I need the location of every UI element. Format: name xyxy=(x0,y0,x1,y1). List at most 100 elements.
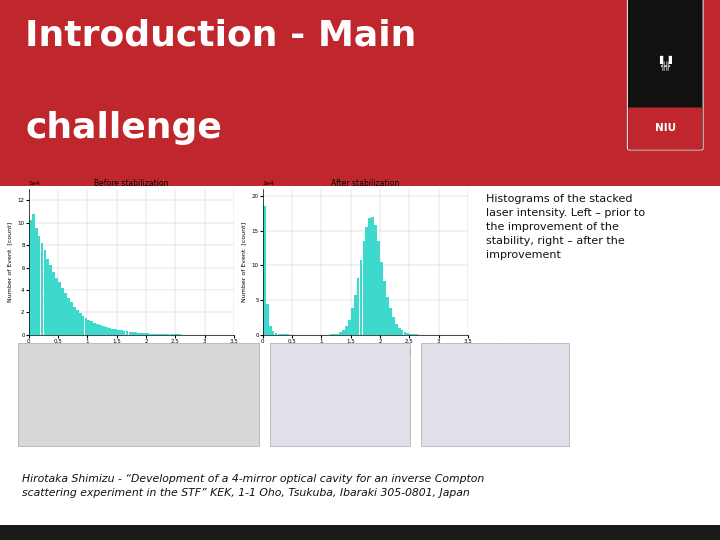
Bar xyxy=(84,318,87,335)
Bar xyxy=(152,334,155,335)
Bar xyxy=(269,327,271,335)
Bar xyxy=(336,334,339,335)
Bar xyxy=(91,321,93,335)
Bar xyxy=(129,332,131,335)
Bar xyxy=(61,288,64,335)
Bar xyxy=(53,272,55,335)
Bar xyxy=(120,330,122,335)
Bar xyxy=(263,206,266,335)
Bar xyxy=(271,332,274,335)
Bar xyxy=(345,326,348,335)
Text: Introduction - Main: Introduction - Main xyxy=(25,18,417,52)
Bar xyxy=(146,333,149,335)
X-axis label: Stacked Laser Intensity  [kW]: Stacked Laser Intensity [kW] xyxy=(85,349,178,355)
Bar xyxy=(102,326,105,335)
Bar xyxy=(339,332,342,335)
Bar xyxy=(359,260,362,335)
Bar xyxy=(389,308,392,335)
Bar xyxy=(386,296,389,335)
Bar xyxy=(40,243,43,335)
Bar xyxy=(132,332,134,335)
Bar xyxy=(413,334,415,335)
Bar xyxy=(312,368,369,420)
Text: Histograms of the stacked
laser intensity. Left – prior to
the improvement of th: Histograms of the stacked laser intensit… xyxy=(486,194,645,260)
Bar xyxy=(397,328,400,335)
Bar xyxy=(277,334,280,335)
Bar xyxy=(57,388,76,400)
Bar xyxy=(342,330,345,335)
Bar xyxy=(108,328,111,335)
Bar xyxy=(202,424,220,436)
Bar xyxy=(125,331,128,335)
Bar xyxy=(99,325,102,335)
Text: ▌▐
╬╬: ▌▐ ╬╬ xyxy=(659,55,672,72)
Bar xyxy=(73,307,76,335)
Bar xyxy=(369,218,372,335)
Bar xyxy=(356,278,359,335)
Text: NIU: NIU xyxy=(654,124,676,133)
Bar xyxy=(374,225,377,335)
Bar xyxy=(105,424,124,436)
Bar xyxy=(380,262,383,335)
Bar xyxy=(400,330,403,335)
Bar xyxy=(55,278,58,335)
Bar xyxy=(29,220,32,335)
Bar xyxy=(43,249,46,335)
Bar xyxy=(266,303,269,335)
Y-axis label: Number of Event  [count]: Number of Event [count] xyxy=(241,222,246,302)
Bar xyxy=(94,323,96,335)
Bar xyxy=(105,352,124,365)
Bar xyxy=(117,330,120,335)
Bar xyxy=(135,332,138,335)
Bar xyxy=(404,332,406,335)
Bar xyxy=(70,302,73,335)
X-axis label: Stacked Laser Intensity  [kW]: Stacked Laser Intensity [kW] xyxy=(319,349,412,355)
Bar xyxy=(50,265,52,335)
Bar xyxy=(354,294,356,335)
Bar xyxy=(333,334,336,335)
Title: Before stabilization: Before stabilization xyxy=(94,179,168,188)
Bar xyxy=(383,281,386,335)
Bar xyxy=(366,227,368,335)
Bar xyxy=(140,333,143,335)
Bar xyxy=(37,236,40,335)
Bar xyxy=(138,333,140,335)
Bar xyxy=(202,352,220,365)
Bar xyxy=(64,293,67,335)
Bar xyxy=(281,334,283,335)
Text: beam line: beam line xyxy=(282,369,302,373)
Bar xyxy=(114,329,117,335)
Bar xyxy=(377,241,380,335)
Bar xyxy=(363,241,365,335)
Bar xyxy=(76,310,78,335)
Bar xyxy=(274,333,277,335)
Bar xyxy=(35,228,37,335)
Bar xyxy=(351,308,354,335)
Bar xyxy=(111,328,114,335)
Bar xyxy=(155,334,158,335)
Bar xyxy=(410,334,413,335)
Text: Hirotaka Shimizu - “Development of a 4-mirror optical cavity for an inverse Comp: Hirotaka Shimizu - “Development of a 4-m… xyxy=(22,474,484,498)
Text: beam line: beam line xyxy=(433,373,454,377)
Bar xyxy=(96,324,99,335)
Bar xyxy=(32,214,35,335)
Bar xyxy=(88,320,90,335)
Bar xyxy=(67,298,70,335)
Bar xyxy=(158,334,161,335)
Bar xyxy=(105,327,108,335)
Bar xyxy=(81,316,84,335)
Bar xyxy=(122,331,125,335)
Bar xyxy=(465,374,539,425)
Bar xyxy=(395,323,397,335)
Bar xyxy=(58,282,61,335)
Bar xyxy=(372,217,374,335)
Bar xyxy=(348,320,351,335)
Title: After stabilization: After stabilization xyxy=(331,179,400,188)
Bar xyxy=(166,334,169,335)
Text: challenge: challenge xyxy=(25,111,222,145)
Bar xyxy=(163,334,166,335)
Y-axis label: Number of Event  [count]: Number of Event [count] xyxy=(7,222,12,302)
Bar xyxy=(392,318,395,335)
Bar xyxy=(78,314,81,335)
Bar xyxy=(161,334,163,335)
